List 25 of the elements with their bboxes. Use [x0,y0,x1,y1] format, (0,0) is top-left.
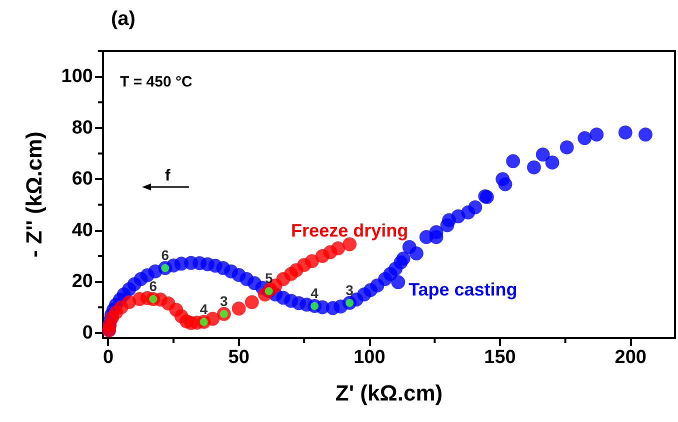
y-axis-title: - Z'' (kΩ.cm) [22,132,46,258]
x-tick-label: 0 [102,347,114,368]
y-tick-label: 100 [61,66,93,88]
annotation: f [165,168,171,184]
y-tick-label: 80 [72,117,93,138]
annotation: 3 [220,292,228,309]
y-tick-label: 60 [72,168,93,190]
chart-title: (a) [111,8,136,30]
x-tick-label: 100 [354,347,386,368]
series-label: Freeze drying [291,220,408,240]
annotation: 4 [310,284,319,301]
y-tick-label: 20 [72,271,93,292]
annotation: 4 [200,300,208,317]
x-tick-label: 150 [484,347,516,368]
x-tick-label: 200 [614,347,646,368]
annotation: 6 [149,278,158,294]
annotation: 6 [161,247,170,264]
series-label: Tape casting [408,279,518,300]
annotation: 5 [264,270,273,286]
y-tick-label: 40 [72,220,93,241]
x-axis-title: Z' (kΩ.cm) [335,380,443,406]
annotation: T = 450 °C [120,74,192,90]
annotation: 3 [346,282,354,298]
x-tick-label: 50 [228,347,250,368]
y-tick-label: 0 [82,322,93,344]
